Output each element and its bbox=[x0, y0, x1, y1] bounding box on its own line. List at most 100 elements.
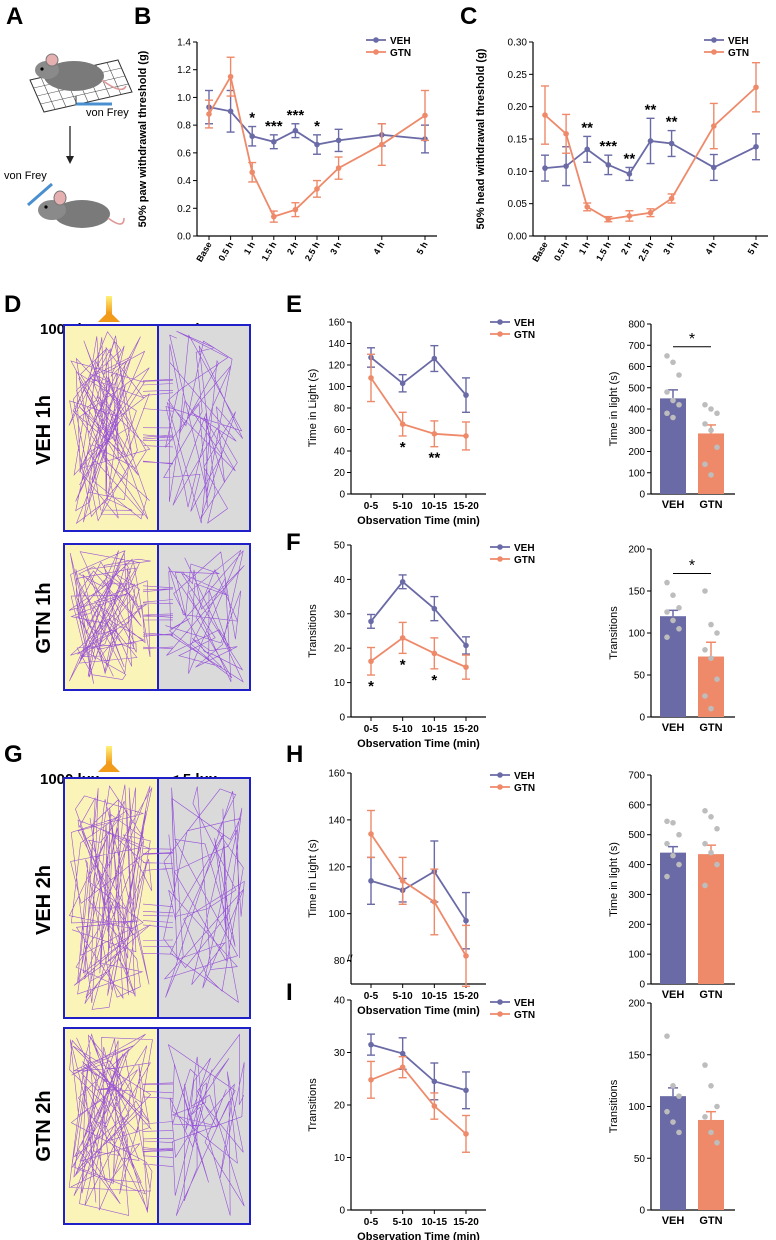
data-point bbox=[670, 397, 676, 404]
x-tick-label: 10-15 bbox=[422, 501, 448, 512]
data-point bbox=[702, 421, 708, 427]
legend-marker-veh bbox=[497, 319, 503, 325]
y-tick-label: 50 bbox=[634, 1154, 646, 1165]
data-point-gtn bbox=[368, 831, 374, 837]
data-point bbox=[664, 873, 670, 880]
bar-veh bbox=[660, 398, 686, 494]
y-tick-label: 0.25 bbox=[508, 70, 528, 81]
data-point bbox=[670, 617, 676, 624]
y-axis-label: Time in Light (s) bbox=[307, 839, 319, 917]
y-axis-label: Transitions bbox=[307, 1078, 319, 1132]
data-point-gtn bbox=[249, 169, 255, 176]
data-point bbox=[714, 1103, 720, 1110]
y-tick-label: 40 bbox=[334, 575, 346, 586]
y-tick-label: 0.15 bbox=[508, 135, 528, 146]
data-point bbox=[664, 840, 670, 847]
legend-label-gtn: GTN bbox=[514, 1010, 535, 1021]
x-tick-label: 5-10 bbox=[393, 991, 413, 1002]
y-tick-label: 0.8 bbox=[177, 121, 191, 132]
legend-marker-gtn bbox=[497, 784, 503, 790]
data-point-gtn bbox=[399, 878, 406, 884]
series-line-veh bbox=[370, 1043, 467, 1092]
y-tick-label: 0 bbox=[339, 490, 345, 501]
x-tick-label: GTN bbox=[699, 1215, 722, 1227]
data-point bbox=[664, 818, 670, 825]
data-point bbox=[702, 693, 708, 699]
chart-h-bar-time-in-light: 0 100 200 300 400 500 600 700 Time in light (s) V… bbox=[608, 771, 735, 1001]
y-tick-label: 0 bbox=[639, 490, 645, 501]
legend-label-gtn: GTN bbox=[514, 330, 535, 341]
x-tick-label: VEH bbox=[662, 989, 685, 1001]
significance-marker: *** bbox=[287, 107, 305, 124]
mouse-side-icon bbox=[38, 190, 125, 228]
data-point bbox=[714, 861, 720, 868]
lamp-cone bbox=[98, 761, 120, 772]
data-point-gtn bbox=[626, 213, 633, 219]
y-tick-label: 300 bbox=[628, 890, 645, 901]
arena-label-gtn-2h: GTN 2h bbox=[33, 1090, 55, 1161]
y-tick-label: 1.0 bbox=[177, 93, 191, 104]
data-point-veh bbox=[399, 579, 406, 585]
y-tick-label: 800 bbox=[628, 320, 645, 331]
panel-label-g: G bbox=[4, 741, 23, 768]
y-tick-label: 700 bbox=[628, 771, 645, 782]
y-tick-label: 1.2 bbox=[177, 65, 191, 76]
x-tick-label: 2.5 h bbox=[636, 240, 655, 263]
data-point-gtn bbox=[399, 635, 406, 641]
data-point bbox=[708, 1129, 714, 1136]
data-point-veh bbox=[249, 133, 255, 140]
data-point-gtn bbox=[335, 165, 342, 171]
arena-panel-d: 1000 lux < 5 lux VEH 1h GTN 1h bbox=[33, 296, 251, 691]
data-point-gtn bbox=[647, 209, 654, 216]
legend-label-veh: VEH bbox=[390, 36, 411, 47]
y-tick-label: 500 bbox=[628, 830, 645, 841]
y-axis-label: Time in light (s) bbox=[608, 842, 620, 917]
significance-marker: * bbox=[689, 331, 695, 348]
x-tick-label: 4 h bbox=[703, 240, 718, 256]
arena-label-veh-2h: VEH 2h bbox=[33, 865, 55, 935]
legend-marker-veh bbox=[497, 999, 503, 1005]
data-point-gtn bbox=[563, 131, 569, 137]
y-tick-label: 0.2 bbox=[177, 204, 191, 215]
legend-label-gtn: GTN bbox=[514, 555, 535, 566]
x-axis-label: Observation Time (min) bbox=[357, 1005, 480, 1017]
y-axis-label: Transitions bbox=[608, 1079, 620, 1133]
data-point bbox=[676, 401, 682, 408]
x-tick-label: 2 h bbox=[619, 240, 634, 256]
significance-marker: * bbox=[431, 672, 437, 689]
chart-b-paw-threshold: 0.0 0.2 0.4 0.6 0.8 1.0 1.2 1.4 50% paw withdraw… bbox=[137, 36, 437, 264]
y-tick-label: 400 bbox=[628, 405, 645, 416]
y-tick-label: 0.30 bbox=[508, 38, 528, 49]
y-tick-label: 30 bbox=[334, 1048, 346, 1059]
data-point-veh bbox=[668, 140, 675, 147]
data-point-veh bbox=[463, 642, 469, 649]
significance-marker: ** bbox=[645, 101, 657, 118]
data-point-veh bbox=[368, 618, 374, 625]
y-axis-label: 50% head withdrawal threshold (g) bbox=[475, 48, 487, 229]
data-point-veh bbox=[368, 1041, 374, 1048]
legend-label-veh: VEH bbox=[514, 771, 535, 782]
data-point-gtn bbox=[399, 421, 406, 427]
x-tick-label: GTN bbox=[699, 989, 722, 1001]
x-tick-label: 0-5 bbox=[364, 1217, 379, 1228]
data-point-gtn bbox=[431, 431, 438, 437]
series-line-gtn bbox=[370, 1066, 467, 1135]
data-point-gtn bbox=[753, 84, 759, 91]
mouse-top-icon bbox=[35, 53, 127, 91]
legend-label-veh: VEH bbox=[514, 998, 535, 1009]
data-point-gtn bbox=[542, 112, 548, 118]
panel-label-a: A bbox=[6, 3, 23, 30]
data-point-veh bbox=[227, 108, 234, 115]
chart-f-transitions: 0 10 20 30 40 50 Transitions Observation Time (… bbox=[307, 541, 535, 751]
legend-marker-veh bbox=[711, 37, 717, 43]
data-point bbox=[664, 634, 670, 640]
chart-i-transitions: 0 10 20 30 40 Transitions Observation Time (mi… bbox=[307, 996, 535, 1240]
data-point-gtn bbox=[463, 664, 469, 670]
track-lines bbox=[68, 330, 244, 525]
data-point bbox=[714, 676, 720, 682]
y-tick-label: 600 bbox=[628, 362, 645, 373]
significance-marker: * bbox=[400, 439, 406, 456]
y-axis-label: 50% paw withdrawal threshold (g) bbox=[137, 50, 149, 227]
series-line-gtn bbox=[370, 377, 467, 437]
panel-label-c: C bbox=[460, 3, 477, 30]
